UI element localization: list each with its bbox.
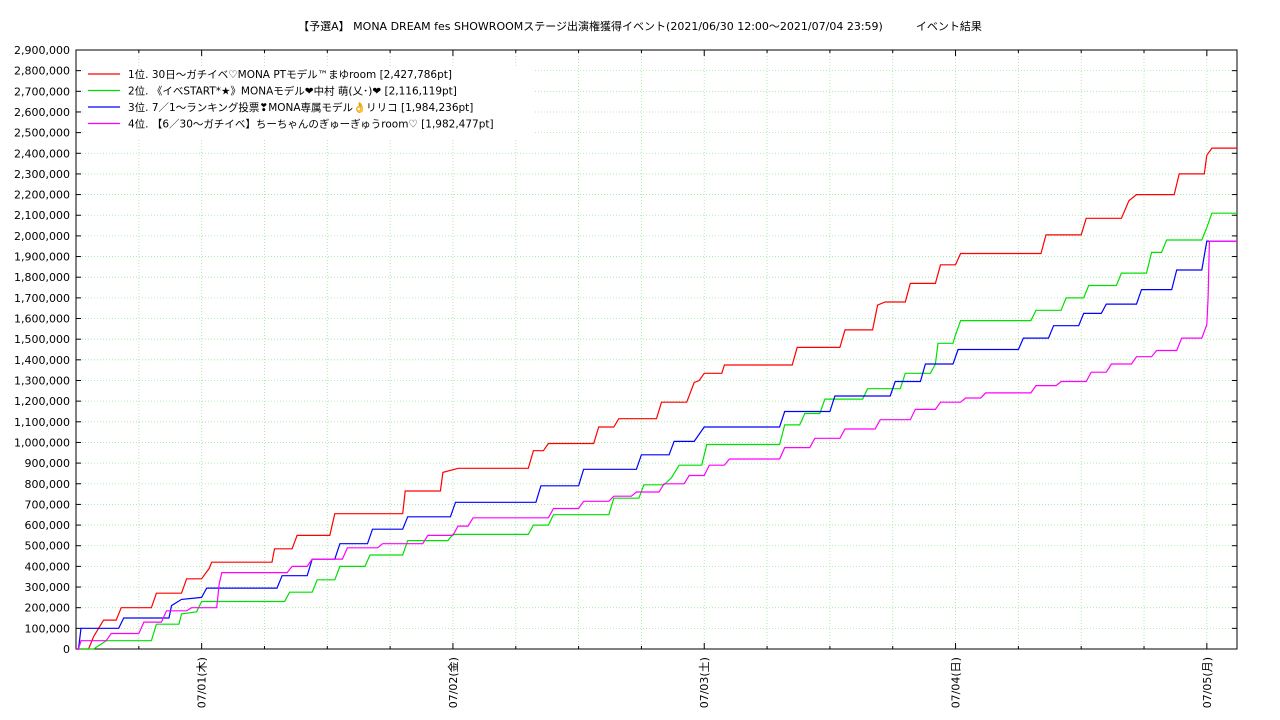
y-tick-label: 0 [63,643,70,656]
chart-grid [75,49,1237,649]
y-tick-label: 1,100,000 [14,416,70,429]
y-tick-label: 2,000,000 [14,230,70,243]
x-tick-label: 07/03(土) [698,657,711,708]
y-tick-label: 1,600,000 [14,313,70,326]
series-line-1 [76,147,1237,650]
y-tick-label: 1,800,000 [14,271,70,284]
y-tick-label: 900,000 [25,457,71,470]
chart-axes [75,49,1238,650]
x-tick-label: 07/02(金) [446,657,460,708]
series-line-4 [76,240,1237,650]
y-tick-label: 1,700,000 [14,292,70,305]
y-tick-label: 200,000 [25,602,71,615]
y-tick-label: 2,600,000 [14,106,70,119]
y-tick-label: 1,200,000 [14,395,70,408]
chart-legend: 1位. 30日～ガチイベ♡MONA PTモデル™まゆroom [2,427,78… [84,66,534,138]
y-tick-label: 2,400,000 [14,147,70,160]
legend-label-3: 3位. 7／1～ランキング投票❣MONA専属モデル👌リリコ [1,984,236… [128,101,473,114]
y-tick-label: 100,000 [25,622,71,635]
series-line-2 [76,212,1237,650]
y-tick-label: 1,400,000 [14,354,70,367]
plot-frame [75,49,1238,650]
chart-series-lines [76,147,1237,650]
legend-label-1: 1位. 30日～ガチイベ♡MONA PTモデル™まゆroom [2,427,78… [128,68,452,81]
y-tick-label: 2,500,000 [14,127,70,140]
y-tick-label: 2,800,000 [14,65,70,78]
y-tick-label: 2,300,000 [14,168,70,181]
y-tick-label: 500,000 [25,540,71,553]
chart-title: 【予選A】 MONA DREAM fes SHOWROOMステージ出演権獲得イベ… [298,20,982,33]
y-tick-label: 800,000 [25,478,71,491]
y-tick-label: 300,000 [25,581,71,594]
legend-box [84,66,534,138]
y-tick-label: 700,000 [25,498,71,511]
y-tick-label: 1,300,000 [14,374,70,387]
y-tick-label: 2,700,000 [14,85,70,98]
series-line-3 [76,240,1237,650]
y-tick-label: 2,200,000 [14,189,70,202]
y-axis-ticks: 0 100,000 200,000 300,000 400,000 500,000 600,… [14,44,1237,656]
y-tick-label: 400,000 [25,560,71,573]
legend-label-4: 4位. 【6／30～ガチイベ】ちーちゃんのぎゅーぎゅうroom♡ [1,982,… [128,118,494,131]
legend-label-2: 2位. 《イベSTART*★》MONAモデル❤中村 萌(乂･)❤ [2,116,… [128,85,457,98]
y-tick-label: 1,500,000 [14,333,70,346]
y-tick-label: 600,000 [25,519,71,532]
y-tick-label: 2,100,000 [14,209,70,222]
y-tick-label: 1,000,000 [14,436,70,449]
x-axis-ticks: 07/01(木) 07/02(金) 07/03(土) 07/04(日) 07/05(月) [75,50,1214,708]
x-tick-label: 07/04(日) [950,657,963,708]
y-tick-label: 1,900,000 [14,251,70,264]
x-tick-label: 07/01(木) [196,657,209,708]
x-tick-label: 07/05(月) [1201,657,1214,708]
y-tick-label: 2,900,000 [14,44,70,57]
